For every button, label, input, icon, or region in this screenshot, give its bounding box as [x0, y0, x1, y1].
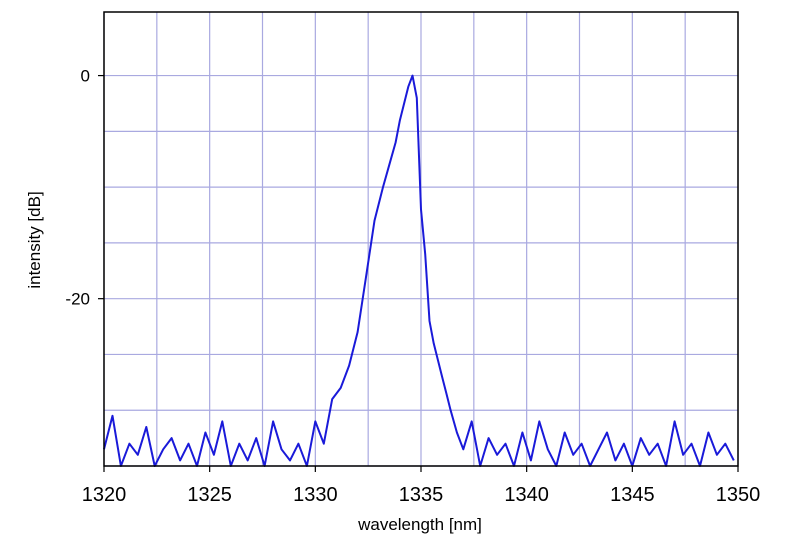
- y-axis-ticks: -20 0: [65, 67, 104, 309]
- x-axis-label: wavelength [nm]: [357, 515, 482, 534]
- x-tick-label: 1345: [610, 484, 655, 506]
- x-tick-label: 1320: [82, 484, 127, 506]
- x-axis-ticks: 1320 1325 1330 1335 1340 1345 1350: [82, 466, 761, 506]
- y-tick-label: -20: [65, 290, 90, 309]
- x-tick-label: 1330: [293, 484, 338, 506]
- x-tick-label: 1335: [399, 484, 444, 506]
- grid-lines: [103, 12, 739, 467]
- series-line: [103, 74, 735, 467]
- y-tick-label: 0: [81, 67, 90, 86]
- y-axis-label: intensity [dB]: [25, 191, 44, 288]
- x-tick-label: 1350: [716, 484, 761, 506]
- series-layer: [103, 74, 735, 467]
- x-tick-label: 1340: [504, 484, 549, 506]
- x-tick-label: 1325: [187, 484, 232, 506]
